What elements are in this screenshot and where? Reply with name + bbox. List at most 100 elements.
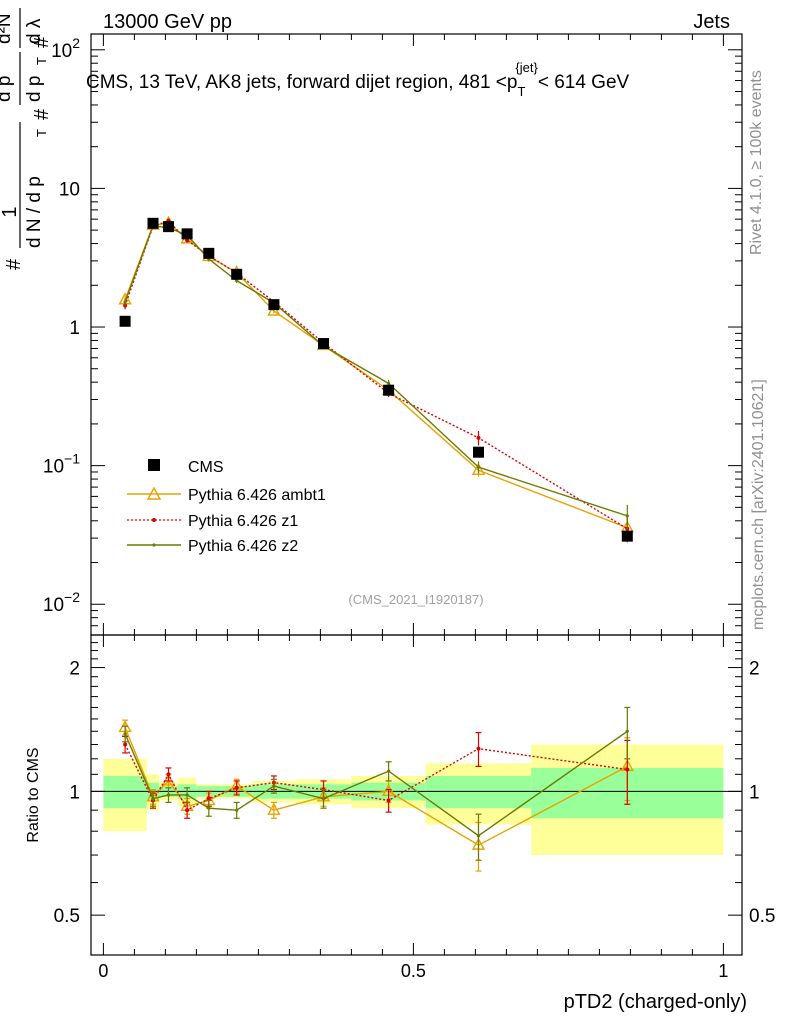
cms-data-point — [163, 221, 174, 233]
y-tick-label-base: 10 — [43, 457, 64, 478]
marker-z2 — [272, 784, 276, 788]
ratio-uncertainty-bands — [103, 744, 724, 856]
y-tick-label: 102 — [51, 35, 80, 62]
cms-data-point — [203, 247, 215, 259]
marker-z2 — [625, 514, 629, 518]
y-tick-label-base: 10 — [59, 179, 80, 200]
marker-z2 — [123, 300, 127, 304]
y-axis-title: # 1 d N / d p T # d p d p T # d²N d λ — [0, 8, 53, 270]
x-tick-label: 0.5 — [401, 961, 426, 981]
band-stat-bin — [103, 775, 147, 809]
y-axis-title-hash-2: # — [31, 108, 53, 120]
chart-title-sub: T — [517, 84, 525, 99]
marker-z1 — [123, 742, 128, 747]
chart-title-main: CMS, 13 TeV, AK8 jets, forward dijet reg… — [86, 72, 517, 93]
marker-z2 — [151, 797, 155, 801]
cms-data-point — [621, 530, 633, 542]
mcplots-source-label: mcplots.cern.ch [arXiv:2401.10621] — [750, 379, 767, 630]
y-axis-title-denominator: d N / d p — [24, 176, 45, 248]
y-axis-title-num-d-sub: T — [34, 57, 49, 65]
marker-ambt1 — [267, 802, 281, 815]
legend-label-z2: Pythia 6.426 z2 — [188, 538, 298, 555]
y-axis-title-dlambda: d λ — [24, 18, 45, 44]
cms-data-point — [147, 217, 159, 229]
chart-title: CMS, 13 TeV, AK8 jets, forward dijet reg… — [86, 60, 630, 99]
svg-text:CMS, 13 TeV, AK8 jets, forward: CMS, 13 TeV, AK8 jets, forward dijet reg… — [86, 60, 630, 99]
marker-z2 — [476, 465, 481, 469]
ratio-tick-label-left: 0.5 — [54, 906, 80, 927]
marker-z1 — [476, 435, 481, 440]
chart-title-sup: {jet} — [515, 60, 538, 75]
marker-z2 — [625, 729, 629, 733]
cms-data-point — [231, 268, 243, 280]
y-axis-title-den-sub: T — [34, 129, 49, 137]
header-category-label: Jets — [693, 11, 730, 33]
y-tick-label: 10−1 — [43, 451, 80, 478]
y-tick-label-exp: 2 — [72, 35, 80, 51]
legend-label-z1: Pythia 6.426 z1 — [188, 513, 298, 530]
marker-z2 — [476, 834, 481, 838]
y-tick-label-base: 1 — [69, 318, 80, 339]
y-tick-label: 1 — [69, 318, 80, 339]
x-axis-title: pTD2 (charged-only) — [564, 991, 747, 1013]
series-line-ambt1 — [124, 222, 628, 529]
header-collision-label: 13000 GeV pp — [103, 11, 232, 33]
marker-ambt1 — [161, 773, 176, 786]
ratio-tick-label-right: 0.5 — [749, 906, 775, 927]
rivet-version-label: Rivet 4.1.0, ≥ 100k events — [748, 70, 765, 255]
y-axis-title-d2n: d²N — [0, 13, 15, 44]
cms-data-point — [383, 384, 395, 396]
ratio-plot-frame — [90, 634, 743, 956]
legend-label-ambt1: Pythia 6.426 ambt1 — [188, 487, 326, 504]
marker-ambt1 — [471, 462, 486, 476]
legend-marker-z1 — [152, 518, 156, 522]
y-axis-title-hash: # — [3, 258, 25, 270]
marker-z2 — [321, 797, 326, 801]
marker-z2 — [387, 381, 391, 385]
y-tick-label-exp: −2 — [64, 589, 80, 605]
ratio-tick-label-right: 1 — [749, 782, 760, 803]
ratio-tick-label-left: 1 — [69, 782, 80, 803]
marker-z2 — [185, 793, 189, 797]
legend-label-cms: CMS — [188, 459, 224, 476]
series-line-z1 — [124, 220, 628, 530]
cms-data-point — [119, 315, 131, 327]
marker-z2 — [207, 806, 211, 810]
marker-z1 — [206, 796, 211, 801]
cms-data-point — [473, 446, 484, 458]
y-tick-label-base: 10 — [43, 595, 64, 616]
band-stat-bin — [425, 775, 532, 809]
y-tick-label-exp: −1 — [64, 451, 80, 467]
legend-marker-z2 — [152, 543, 156, 547]
x-tick-label: 0 — [98, 961, 108, 981]
y-tick-label-base: 10 — [51, 41, 72, 62]
main-plot-area — [118, 215, 634, 543]
ratio-tick-label-left: 2 — [69, 659, 80, 680]
marker-z2 — [123, 732, 127, 736]
marker-z1 — [234, 785, 239, 790]
ratio-axis-title: Ratio to CMS — [25, 747, 42, 842]
marker-z1 — [185, 808, 190, 813]
cms-data-point — [318, 338, 329, 350]
marker-z1 — [476, 746, 481, 751]
ratio-line-z1 — [124, 744, 628, 812]
marker-z2 — [166, 793, 171, 797]
ratio-plot-area — [91, 706, 742, 872]
marker-z1 — [625, 767, 630, 772]
y-tick-label: 10−2 — [43, 589, 80, 616]
y-axis-title-num-d: d p — [0, 76, 15, 102]
legend-marker-ambt1 — [146, 486, 162, 500]
cms-data-point — [181, 228, 193, 240]
marker-z1 — [166, 772, 171, 777]
marker-z1 — [386, 798, 391, 803]
x-tick-label: 1 — [718, 961, 728, 981]
y-axis-title-num-d-bottom: d p — [24, 76, 45, 102]
ratio-tick-label-right: 2 — [749, 659, 760, 680]
chart-title-end: < 614 GeV — [538, 72, 630, 93]
y-tick-label: 10 — [59, 179, 80, 200]
marker-z2 — [235, 808, 239, 812]
y-axis-title-hash-3: # — [31, 36, 53, 48]
y-axis-title-one: 1 — [0, 206, 21, 217]
